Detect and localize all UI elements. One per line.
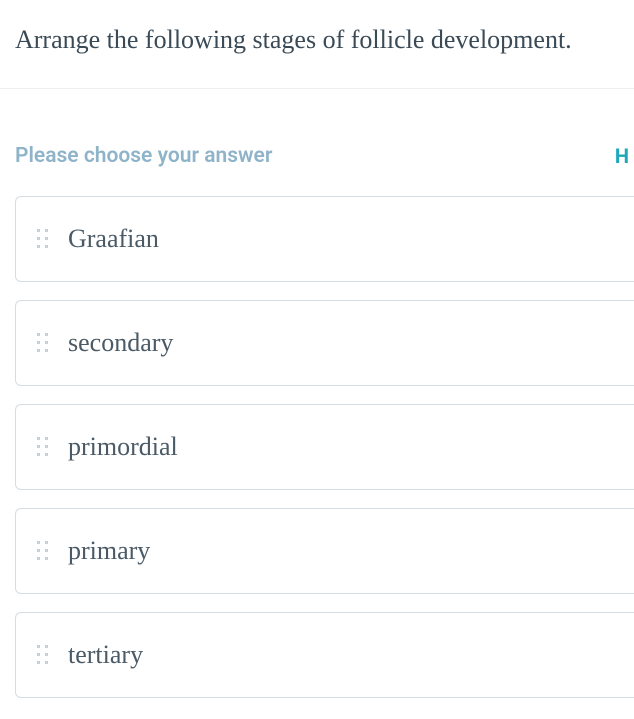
option-label: primordial [68,432,178,462]
answer-section: Please choose your answer H Graafian seco… [0,89,634,698]
option-item[interactable]: Graafian [15,196,634,282]
option-label: Graafian [68,224,159,254]
hint-button[interactable]: H [615,144,629,168]
option-label: secondary [68,328,173,358]
drag-handle-icon[interactable] [36,333,50,353]
drag-handle-icon[interactable] [36,541,50,561]
question-section: Arrange the following stages of follicle… [0,0,634,89]
question-text: Arrange the following stages of follicle… [15,22,619,58]
option-label: primary [68,536,150,566]
drag-handle-icon[interactable] [36,437,50,457]
instruction-row: Please choose your answer H [15,144,634,168]
option-label: tertiary [68,640,143,670]
drag-handle-icon[interactable] [36,645,50,665]
option-item[interactable]: tertiary [15,612,634,698]
option-item[interactable]: secondary [15,300,634,386]
options-list: Graafian secondary primordial primary tertia… [15,196,634,698]
instruction-label: Please choose your answer [15,144,272,168]
option-item[interactable]: primordial [15,404,634,490]
option-item[interactable]: primary [15,508,634,594]
drag-handle-icon[interactable] [36,229,50,249]
